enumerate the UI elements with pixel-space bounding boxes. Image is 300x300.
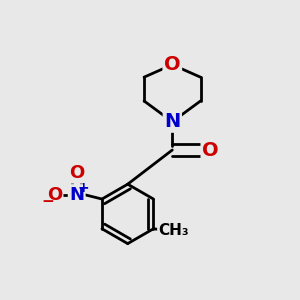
Text: O: O: [202, 140, 219, 160]
Text: +: +: [77, 181, 89, 195]
Text: CH₃: CH₃: [158, 223, 189, 238]
Text: −: −: [41, 194, 54, 208]
Text: O: O: [164, 55, 181, 74]
Text: O: O: [69, 164, 84, 182]
Text: N: N: [69, 186, 84, 204]
Text: O: O: [47, 186, 62, 204]
Text: N: N: [164, 112, 180, 131]
